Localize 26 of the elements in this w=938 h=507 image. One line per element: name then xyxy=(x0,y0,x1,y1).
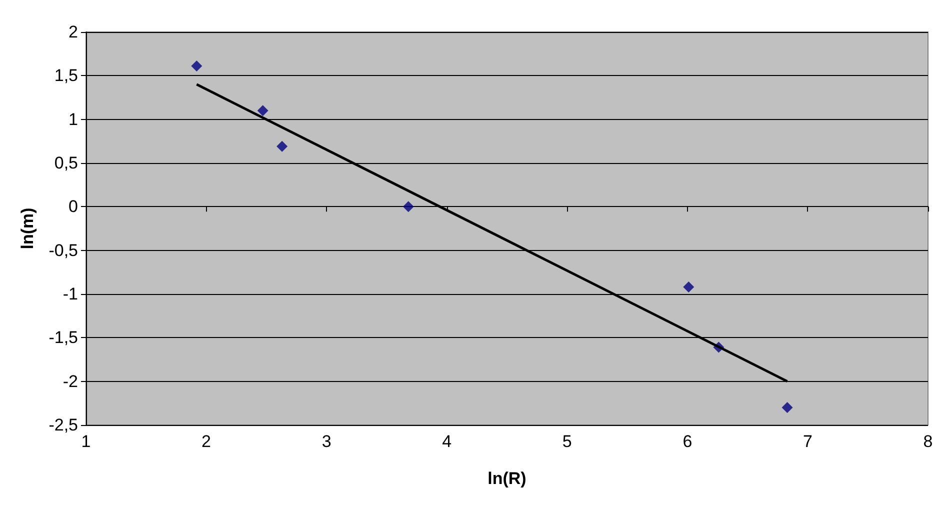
y-tick-label: 2 xyxy=(68,22,78,42)
y-tick-label: 1,5 xyxy=(54,66,78,86)
x-tick-label: 4 xyxy=(442,432,452,451)
point xyxy=(191,60,202,72)
y-tick-label: 1 xyxy=(68,110,78,129)
point xyxy=(257,105,268,116)
y-tick-label: 0 xyxy=(68,197,78,216)
y-axis-title: ln(m) xyxy=(18,208,37,250)
x-tick-label: 6 xyxy=(682,432,692,451)
x-tick-label: 7 xyxy=(802,432,812,451)
y-tick-label: -0,5 xyxy=(48,240,78,260)
y-tick-label: -2,5 xyxy=(48,416,78,434)
x-axis-title: ln(R) xyxy=(488,469,526,488)
point xyxy=(402,201,414,212)
x-tick-label: 1 xyxy=(81,432,91,451)
y-tick-label: 0,5 xyxy=(54,154,78,172)
point xyxy=(782,402,793,414)
y-tick-label: -1,5 xyxy=(48,328,78,348)
y-tick-label: -2 xyxy=(62,372,78,391)
x-tick-label: 3 xyxy=(322,432,332,451)
point xyxy=(683,282,694,293)
point xyxy=(276,140,288,152)
x-tick-label: 8 xyxy=(923,432,933,451)
x-tick-label: 2 xyxy=(202,432,212,451)
y-tick-label: -1 xyxy=(62,284,78,304)
x-tick-label: 5 xyxy=(562,432,572,451)
